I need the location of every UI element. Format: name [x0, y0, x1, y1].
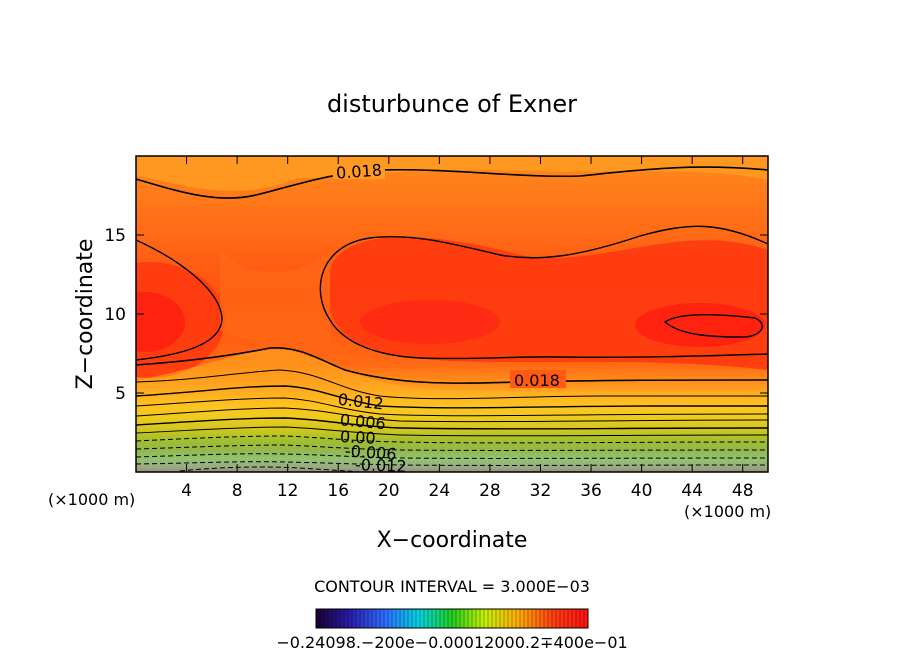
y-tick-label: 5 [115, 384, 126, 404]
x-tick-label: 8 [232, 481, 243, 501]
axis-ticks [136, 156, 768, 472]
contour-label: 0.018 [336, 160, 383, 182]
x-tick-label: 48 [732, 481, 754, 501]
chart-title: disturbunce of Exner [327, 90, 577, 118]
colorbar-ticks [319, 609, 585, 628]
contour-fill [136, 156, 768, 472]
contour-label: 0.012 [337, 390, 385, 414]
x-tick-label: 12 [277, 481, 299, 501]
contour-interval: CONTOUR INTERVAL = 3.000E−03 [314, 577, 590, 596]
contour-label: -0.006 [344, 441, 397, 464]
colorbar-labels: −0.24098.−200e−0.00012000.2∓400e−01 [276, 633, 627, 652]
x-tick-label: 44 [681, 481, 703, 501]
x-unit-label-left: (×1000 m) [48, 490, 135, 509]
x-unit-label-right: (×1000 m) [684, 502, 771, 521]
x-tick-label: 32 [530, 481, 552, 501]
x-tick-label: 36 [580, 481, 602, 501]
x-tick-label: 16 [327, 481, 349, 501]
y-tick-labels: 5 10 15 [104, 226, 126, 404]
y-tick-label: 15 [104, 226, 126, 246]
contour-label: 0.018 [514, 371, 560, 390]
x-tick-label: 40 [631, 481, 653, 501]
x-tick-labels: 4 8 12 16 20 24 28 32 36 40 44 48 [181, 481, 753, 501]
x-tick-label: 20 [378, 481, 400, 501]
contour-label: 0.006 [339, 410, 386, 433]
y-axis-label: Z−coordinate [73, 239, 98, 390]
contour-label-group: 0.018 0.018 0.012 0.006 0.00 -0.006 -0.0… [333, 160, 566, 476]
x-axis-label: X−coordinate [377, 528, 528, 553]
contour-label: -0.012 [355, 455, 407, 476]
contour-lines [136, 166, 768, 472]
contour-label: 0.00 [340, 427, 377, 448]
y-tick-label: 10 [104, 305, 126, 325]
x-tick-label: 24 [429, 481, 451, 501]
x-tick-label: 28 [479, 481, 501, 501]
x-tick-label: 4 [181, 481, 192, 501]
